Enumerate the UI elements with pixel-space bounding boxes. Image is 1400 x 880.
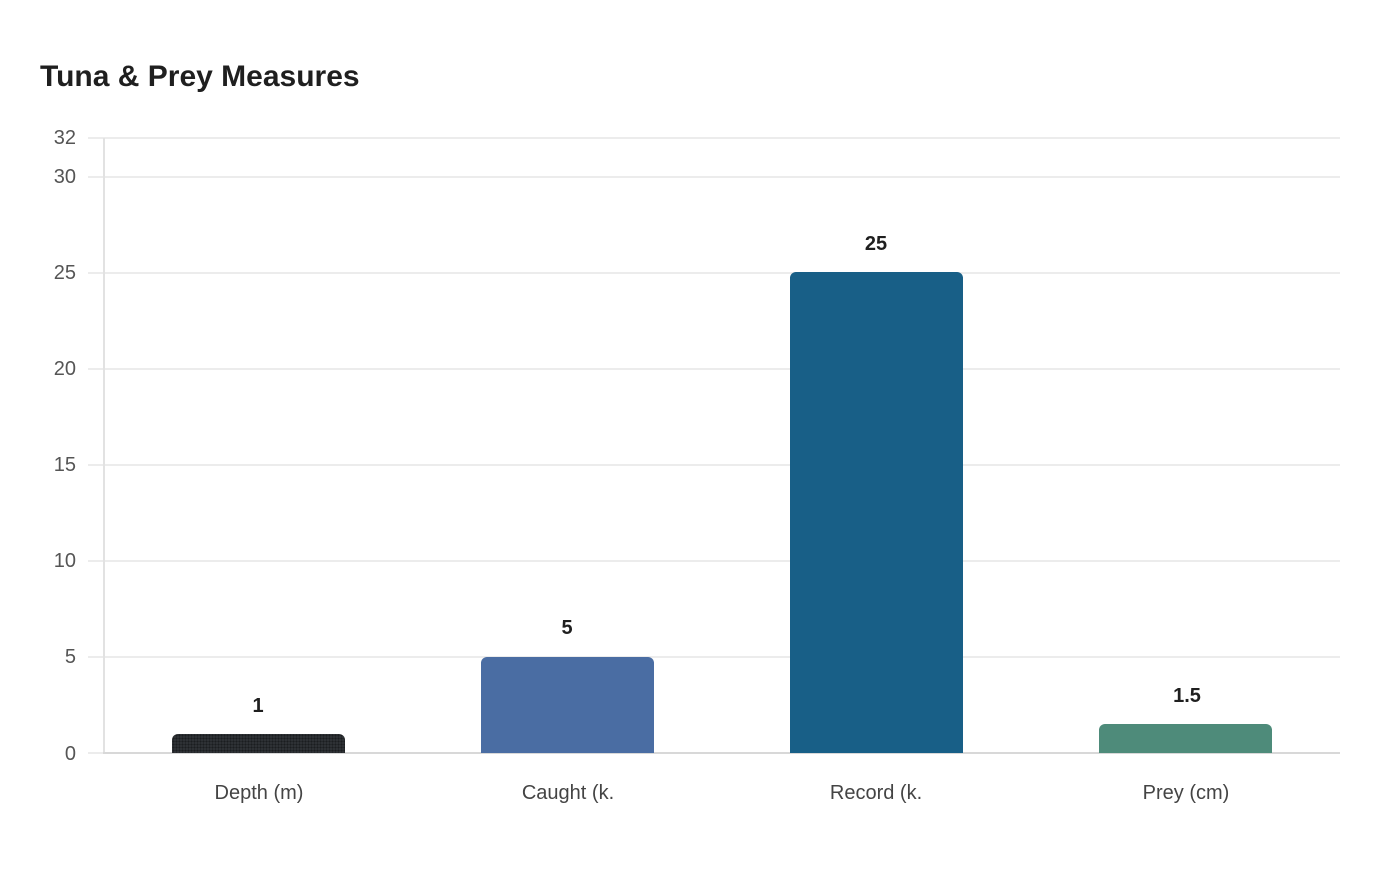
gridline-25 — [88, 272, 1340, 274]
gridline-32 — [88, 137, 1340, 139]
gridline-5 — [88, 656, 1340, 658]
value-label-depth: 1 — [252, 695, 264, 717]
x-axis-line — [103, 752, 1340, 754]
gridline-20 — [88, 368, 1340, 370]
gridline-10 — [88, 560, 1340, 562]
bar-prey[interactable] — [1099, 724, 1272, 753]
value-label-caught: 5 — [561, 617, 573, 639]
chart-title: Tuna & Prey Measures — [40, 60, 360, 93]
x-label-depth: Depth (m) — [214, 782, 304, 804]
bar-depth[interactable] — [172, 734, 345, 753]
bar-caught[interactable] — [481, 657, 654, 753]
y-tick-32: 32 — [53, 127, 76, 149]
gridline-15 — [88, 464, 1340, 466]
y-tick-30: 30 — [53, 166, 76, 188]
x-label-prey: Prey (cm) — [1142, 782, 1230, 804]
y-tick-20: 20 — [53, 358, 76, 380]
gridline-30 — [88, 176, 1340, 178]
x-label-caught: Caught (k. — [521, 782, 615, 804]
y-tick-10: 10 — [53, 550, 76, 572]
value-label-record: 25 — [864, 233, 888, 255]
y-tick-15: 15 — [53, 454, 76, 476]
y-tick-0: 0 — [64, 743, 76, 765]
y-tick-25: 25 — [53, 262, 76, 284]
x-label-record: Record (k. — [829, 782, 923, 804]
y-axis-line — [103, 138, 105, 754]
bar-record[interactable] — [790, 272, 963, 753]
value-label-prey: 1.5 — [1173, 685, 1201, 707]
y-tick-5: 5 — [64, 646, 76, 668]
